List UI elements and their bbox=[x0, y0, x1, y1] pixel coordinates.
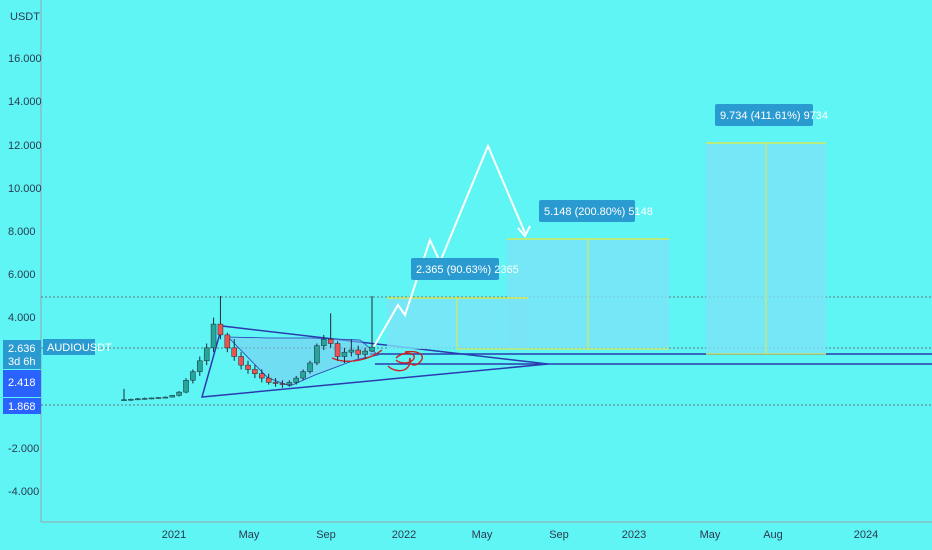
x-tick-label: Aug bbox=[763, 529, 783, 541]
x-tick-label: 2024 bbox=[854, 529, 878, 541]
candle-body bbox=[210, 323, 217, 349]
candle-body bbox=[121, 399, 127, 401]
y-tick-label: -2.000 bbox=[8, 443, 39, 455]
symbol-badge bbox=[43, 339, 95, 355]
candle-body bbox=[355, 349, 361, 355]
projection-label-3: 9.734 (411.61%) 9734 bbox=[720, 110, 828, 122]
candle-body bbox=[148, 397, 155, 400]
x-tick-label: 2023 bbox=[622, 529, 646, 541]
projection-label-box-3 bbox=[715, 104, 813, 126]
candle-body bbox=[348, 349, 355, 353]
y-tick-label: 4.000 bbox=[8, 312, 36, 324]
x-tick-label: Sep bbox=[316, 529, 336, 541]
projected-path-arrowhead bbox=[517, 225, 531, 238]
candle-body bbox=[307, 362, 313, 372]
candle-body bbox=[169, 395, 175, 398]
y-tick-label: 6.000 bbox=[8, 269, 36, 281]
y-tick-label: 8.000 bbox=[8, 226, 36, 238]
projection-label-1: 2.365 (90.63%) 2365 bbox=[416, 264, 519, 276]
y-tick-label: 14.000 bbox=[8, 96, 42, 108]
projected-path[interactable] bbox=[371, 143, 526, 351]
x-tick-label: May bbox=[239, 529, 260, 541]
x-tick-label: May bbox=[700, 529, 721, 541]
candle-body bbox=[259, 373, 265, 379]
projection-label-box-1 bbox=[411, 258, 499, 280]
y-tick-label: 10.000 bbox=[8, 183, 42, 195]
candle-body bbox=[272, 382, 279, 384]
y-tick-label: -4.000 bbox=[8, 486, 39, 498]
candle-body bbox=[176, 391, 182, 396]
x-tick-label: Sep bbox=[549, 529, 569, 541]
candle-body bbox=[265, 377, 272, 383]
red-annotation bbox=[331, 349, 423, 372]
x-tick-label: 2022 bbox=[392, 529, 416, 541]
projection-label-2: 5.148 (200.80%) 5148 bbox=[544, 206, 653, 218]
candle-body bbox=[190, 371, 196, 381]
candle-body bbox=[369, 346, 375, 352]
candle-body bbox=[217, 323, 224, 336]
price-badge-countdown: 3d 6h bbox=[8, 356, 36, 368]
x-tick-label: May bbox=[472, 529, 493, 541]
candle-body bbox=[327, 338, 334, 344]
y-axis-unit-label: USDT bbox=[10, 11, 40, 23]
candle-body bbox=[293, 377, 299, 383]
candle-body bbox=[279, 383, 286, 385]
candle-body bbox=[252, 369, 258, 375]
y-tick-label: 12.000 bbox=[8, 140, 42, 152]
price-badge-low-label: 1.868 bbox=[8, 401, 36, 413]
candle-body bbox=[197, 360, 203, 372]
price-badge-low bbox=[3, 398, 41, 414]
candle-body bbox=[155, 397, 162, 399]
x-tick-label: 2021 bbox=[162, 529, 186, 541]
candle-body bbox=[238, 356, 244, 366]
candle-body bbox=[224, 334, 231, 349]
candle-body bbox=[183, 379, 189, 393]
price-badge-mid bbox=[3, 370, 41, 397]
triangle-pattern[interactable] bbox=[200, 325, 549, 398]
candle-body bbox=[314, 345, 320, 364]
symbol-badge-label: AUDIOUSDT bbox=[47, 342, 112, 354]
y-tick-label: 16.000 bbox=[8, 53, 42, 65]
candle-body bbox=[334, 343, 341, 357]
price-badge-last bbox=[3, 340, 41, 369]
candle-body bbox=[341, 351, 348, 357]
candle-body bbox=[245, 364, 251, 370]
candle-body bbox=[203, 347, 210, 362]
price-badge-last-label: 2.636 bbox=[8, 343, 36, 355]
candle-body bbox=[231, 347, 237, 357]
candle-body bbox=[128, 398, 134, 401]
candle-body bbox=[300, 371, 306, 379]
projection-label-box-2 bbox=[539, 200, 635, 222]
price-badge-mid-label: 2.418 bbox=[8, 377, 36, 389]
candle-body bbox=[362, 350, 368, 355]
candle-body bbox=[286, 382, 293, 385]
candle-body bbox=[162, 396, 169, 399]
candle-body bbox=[135, 398, 141, 401]
candle-body bbox=[321, 338, 327, 346]
candle-body bbox=[141, 398, 148, 400]
candlestick-series bbox=[121, 296, 375, 401]
